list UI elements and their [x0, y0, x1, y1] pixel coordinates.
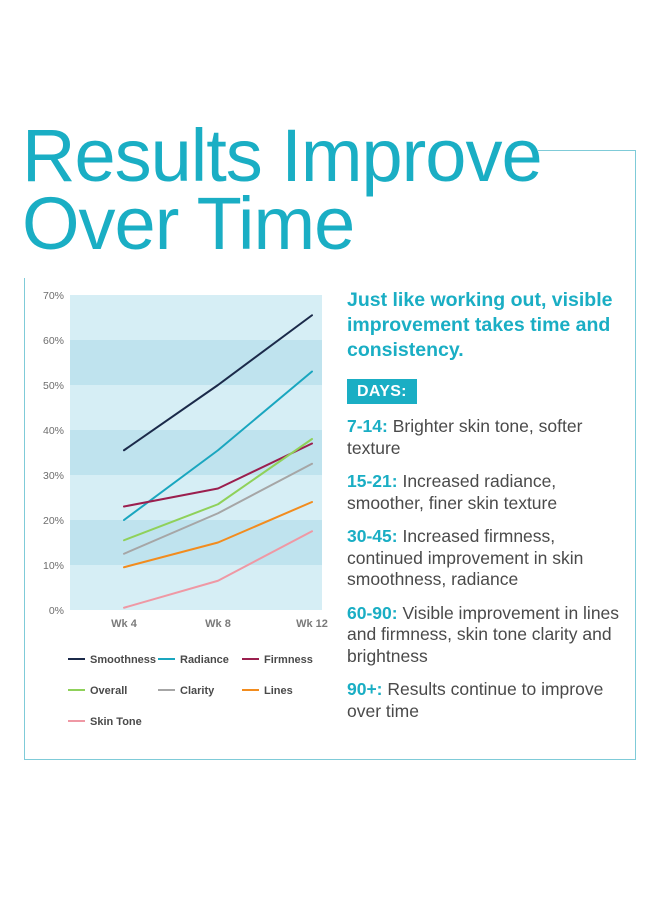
day-description: Brighter skin tone, softer texture [347, 416, 583, 458]
y-tick-label: 0% [49, 605, 64, 617]
day-item: 90+: Results continue to improve over ti… [347, 679, 632, 722]
x-tick-label: Wk 4 [111, 618, 138, 630]
title-line-1: Results Improve [22, 114, 543, 197]
day-item: 7-14: Brighter skin tone, softer texture [347, 416, 632, 459]
series-line-skin-tone [123, 530, 313, 609]
legend-label: Clarity [180, 685, 215, 697]
x-tick-label: Wk 12 [296, 618, 328, 630]
legend-label: Firmness [264, 654, 313, 666]
day-range: 7-14: [347, 416, 388, 436]
y-tick-label: 60% [43, 335, 64, 347]
y-tick-label: 40% [43, 425, 64, 437]
info-panel: Just like working out, visible improveme… [347, 288, 632, 722]
legend-label: Radiance [180, 654, 229, 666]
day-range: 90+: [347, 679, 383, 699]
y-tick-label: 70% [43, 290, 64, 302]
plot-band [70, 385, 322, 430]
legend-label: Overall [90, 685, 127, 697]
series-line-radiance [123, 370, 313, 521]
series-line-smoothness [123, 314, 313, 452]
legend-label: Skin Tone [90, 716, 142, 728]
day-description: Results continue to improve over time [347, 679, 604, 721]
y-tick-label: 30% [43, 470, 64, 482]
series-line-overall [123, 438, 313, 542]
day-range: 30-45: [347, 526, 398, 546]
plot-band [70, 340, 322, 385]
intro-text: Just like working out, visible improveme… [347, 289, 613, 361]
y-tick-label: 10% [43, 560, 64, 572]
y-tick-label: 50% [43, 380, 64, 392]
day-item: 60-90: Visible improvement in lines and … [347, 603, 632, 668]
day-range: 15-21: [347, 471, 398, 491]
line-chart: 0% 10% 20% 30% 40% 50% 60% 70% Wk 4 Wk 8 Wk 12 Smoo… [43, 290, 328, 728]
series-line-clarity [123, 462, 313, 555]
legend-label: Lines [264, 685, 293, 697]
day-item: 15-21: Increased radiance, smoother, fin… [347, 471, 632, 514]
day-description: Visible improvement in lines and firmnes… [347, 602, 620, 666]
plot-band [70, 295, 322, 340]
days-list: 7-14: Brighter skin tone, softer texture… [347, 416, 632, 722]
series-line-firmness [123, 442, 313, 508]
plot-band [70, 430, 322, 475]
legend-label: Smoothness [90, 654, 156, 666]
plot-band [70, 520, 322, 565]
title-background-top [18, 130, 538, 200]
days-badge: DAYS: [347, 379, 417, 404]
day-description: Increased firmness, continued improvemen… [347, 526, 584, 589]
day-item: 30-45: Increased firmness, continued imp… [347, 526, 632, 591]
page-title: Results Improve Over Time [22, 119, 543, 261]
y-tick-label: 20% [43, 515, 64, 527]
day-description: Increased radiance, smoother, finer skin… [347, 471, 558, 513]
x-tick-label: Wk 8 [205, 618, 231, 630]
day-range: 60-90: [347, 602, 398, 623]
title-line-2: Over Time [22, 182, 355, 265]
series-line-lines [123, 501, 313, 569]
